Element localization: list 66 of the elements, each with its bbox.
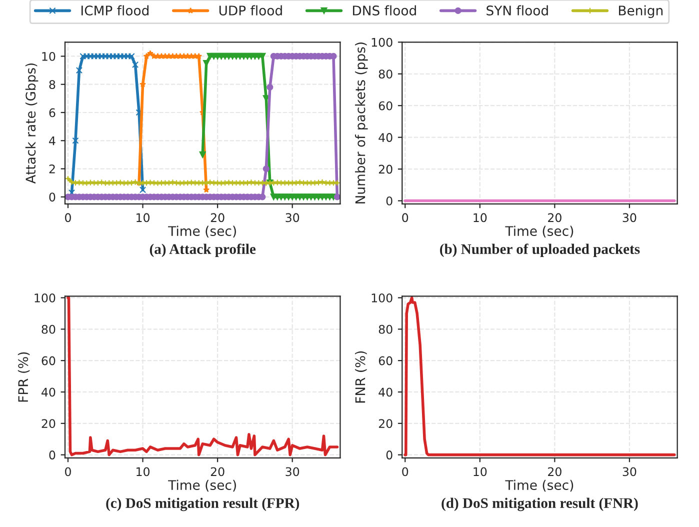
y-tick-label: 8	[49, 80, 56, 90]
x-tick-label: 30	[622, 213, 636, 222]
x-axis-title: Time (sec)	[505, 480, 574, 492]
x-tick-label: 10	[474, 213, 487, 222]
y-axis-title: FNR (%)	[355, 351, 367, 403]
y-tick-label: 20	[42, 419, 56, 428]
legend-label: UDP flood	[219, 5, 282, 16]
y-tick-label: 4	[49, 136, 56, 146]
x-tick-label: 10	[136, 213, 150, 222]
legend-label: ICMP flood	[82, 5, 148, 16]
y-tick-label: 80	[42, 324, 56, 334]
legend-label: DNS flood	[353, 5, 416, 16]
x-tick-label: 10	[474, 467, 487, 476]
x-tick-label: 30	[286, 467, 300, 476]
x-axis-title: Time (sec)	[168, 226, 236, 238]
x-tick-label: 20	[548, 213, 562, 222]
x-tick-label: 0	[65, 213, 71, 222]
y-tick-label: 40	[378, 388, 392, 397]
x-tick-label: 20	[210, 467, 224, 476]
y-tick-label: 0	[49, 192, 56, 202]
y-tick-label: 60	[42, 356, 56, 366]
y-tick-label: 100	[372, 293, 392, 302]
y-tick-label: 60	[378, 101, 392, 110]
y-tick-label: 0	[386, 450, 392, 460]
y-axis-title: FPR (%)	[18, 352, 30, 402]
y-tick-label: 40	[42, 388, 56, 397]
point	[199, 151, 206, 158]
x-tick-label: 0	[402, 467, 408, 476]
y-tick-label: 20	[378, 419, 392, 428]
y-tick-label: 20	[378, 164, 392, 174]
y-tick-label: 0	[386, 196, 392, 206]
x-tick-label: 20	[210, 213, 224, 222]
text: (c) DoS mitigation result (FPR)	[106, 498, 300, 512]
x-tick-label: 30	[622, 467, 636, 476]
y-tick-label: 6	[49, 108, 56, 118]
point	[139, 186, 146, 194]
y-tick-label: 2	[49, 164, 55, 174]
text: (d) DoS mitigation result (FNR)	[442, 498, 638, 512]
x-tick-label: 0	[65, 467, 71, 476]
y-tick-label: 80	[378, 70, 392, 79]
legend-label: Benign	[619, 5, 663, 18]
y-tick-label: 40	[378, 133, 392, 142]
x-tick-label: 0	[402, 213, 408, 222]
x-axis-title: Time (sec)	[505, 226, 574, 238]
y-axis-title: Number of packets (pps)	[355, 42, 368, 204]
point	[72, 137, 79, 144]
point	[132, 61, 139, 68]
x-tick-label: 30	[286, 213, 300, 222]
text: (b) Number of uploaded packets	[440, 244, 640, 257]
point	[196, 52, 202, 59]
line-series	[66, 296, 339, 456]
point	[147, 50, 154, 56]
x-tick-label: 10	[136, 467, 150, 476]
y-tick-label: 0	[49, 450, 56, 460]
legend-label: SYN flood	[486, 5, 548, 16]
text: (a) Attack profile	[150, 244, 256, 257]
y-axis-title: Attack rate (Gbps)	[25, 63, 38, 184]
y-tick-label: 100	[34, 293, 56, 302]
y-tick-label: 100	[372, 38, 392, 47]
y-tick-label: 60	[378, 356, 392, 366]
x-tick-label: 20	[548, 467, 562, 476]
x-axis-title: Time (sec)	[168, 480, 236, 492]
y-tick-label: 10	[42, 52, 56, 61]
y-tick-label: 80	[378, 324, 392, 334]
point	[76, 67, 83, 74]
point	[143, 52, 150, 59]
